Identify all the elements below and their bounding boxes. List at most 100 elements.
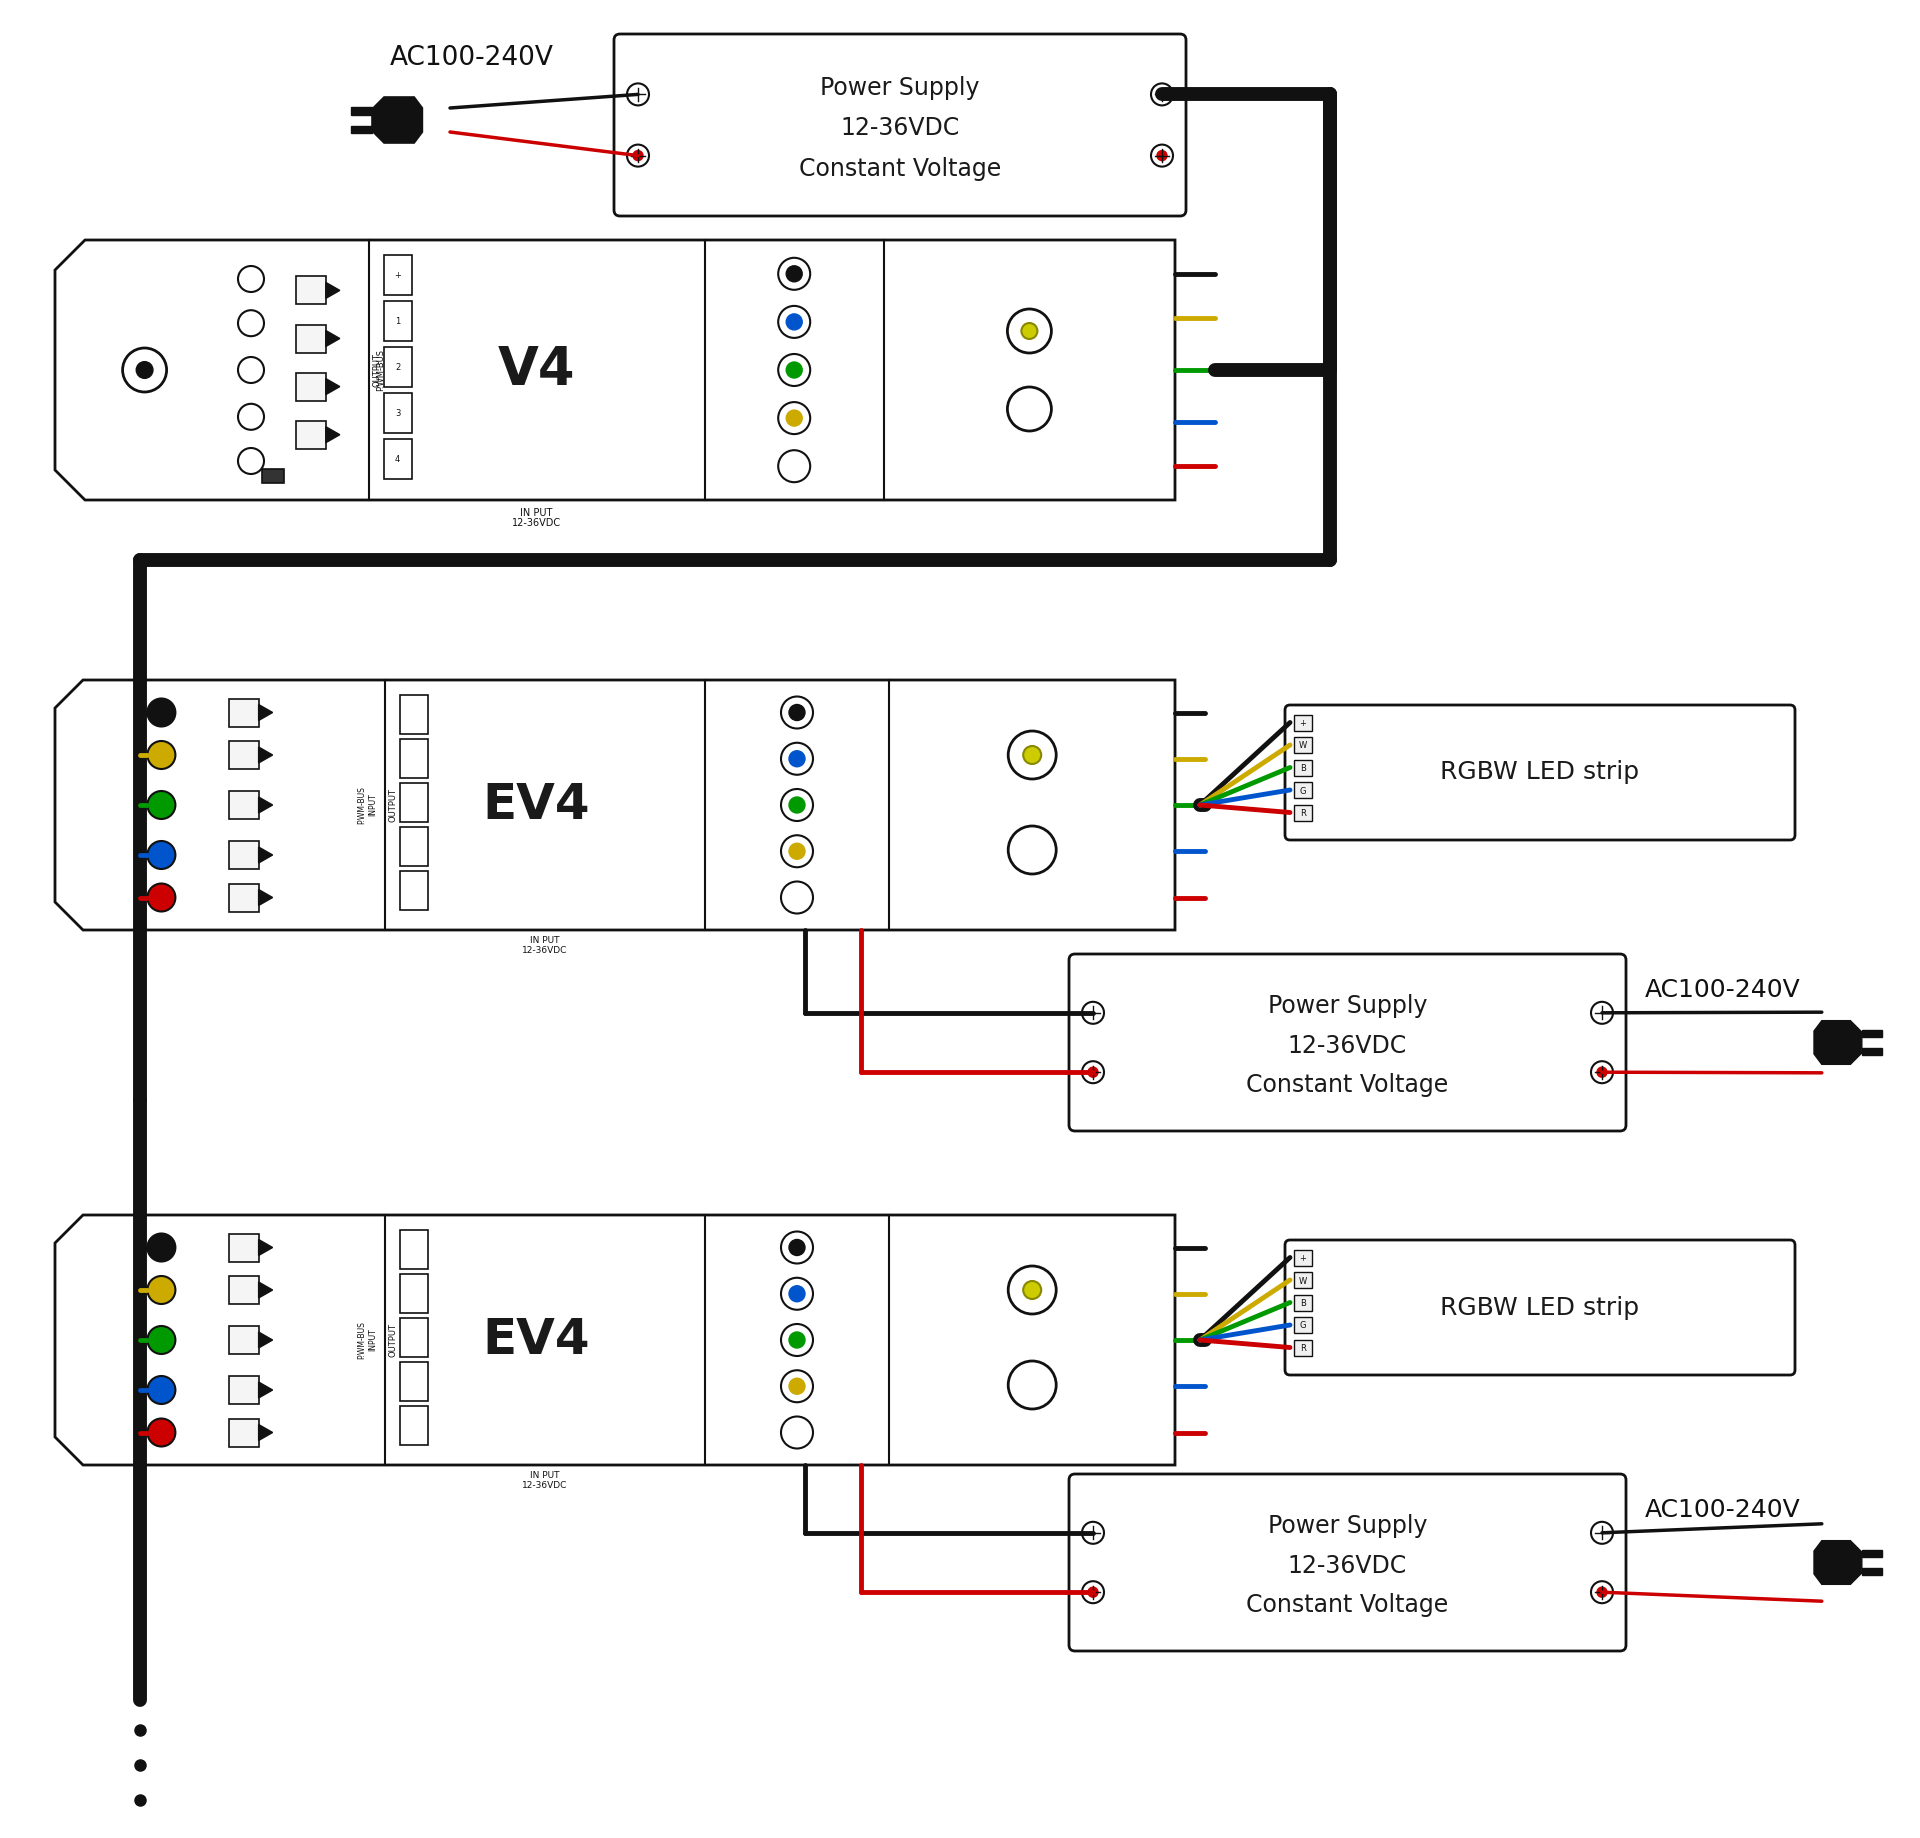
Circle shape (1083, 1061, 1104, 1083)
Text: W: W (1298, 1277, 1308, 1285)
Circle shape (781, 1371, 812, 1402)
Circle shape (1592, 1002, 1613, 1024)
Polygon shape (259, 1239, 273, 1255)
Text: B: B (1300, 1299, 1306, 1309)
Bar (228, 698, 259, 726)
Circle shape (1150, 83, 1173, 105)
Circle shape (238, 357, 265, 382)
Bar (228, 884, 259, 912)
Polygon shape (56, 1215, 1175, 1465)
Polygon shape (259, 847, 273, 864)
Circle shape (1592, 1581, 1613, 1603)
Text: W: W (1298, 741, 1308, 750)
Text: R: R (1300, 809, 1306, 818)
Circle shape (238, 267, 265, 292)
Polygon shape (1862, 1568, 1882, 1575)
Bar (1294, 1250, 1311, 1266)
Circle shape (1158, 151, 1167, 160)
Text: OUTPUT: OUTPUT (372, 353, 380, 388)
Text: R: R (1300, 1344, 1306, 1353)
Text: Constant Voltage: Constant Voltage (799, 158, 1000, 182)
Circle shape (148, 1325, 175, 1355)
Bar (401, 695, 428, 733)
Bar (401, 827, 428, 866)
Text: Constant Voltage: Constant Voltage (1246, 1594, 1448, 1617)
Bar (401, 1406, 428, 1445)
Bar (384, 301, 411, 342)
Text: EV4: EV4 (482, 781, 591, 829)
Polygon shape (259, 1382, 273, 1399)
Circle shape (1089, 1068, 1098, 1077)
Circle shape (123, 347, 167, 391)
Circle shape (238, 404, 265, 430)
Circle shape (1150, 145, 1173, 167)
Circle shape (1592, 1061, 1613, 1083)
Circle shape (789, 1287, 804, 1301)
Circle shape (789, 798, 804, 812)
FancyBboxPatch shape (1284, 706, 1795, 840)
Circle shape (781, 1231, 812, 1263)
Circle shape (1008, 1266, 1056, 1314)
Circle shape (781, 743, 812, 776)
Circle shape (781, 1323, 812, 1356)
Circle shape (785, 267, 803, 281)
Bar (228, 1276, 259, 1303)
Bar (384, 347, 411, 388)
Circle shape (785, 410, 803, 426)
Text: OUTPUT: OUTPUT (390, 1323, 397, 1356)
FancyBboxPatch shape (1284, 1241, 1795, 1375)
Bar (1294, 1318, 1311, 1333)
Text: 12-36VDC: 12-36VDC (513, 518, 561, 528)
Text: RGBW LED strip: RGBW LED strip (1440, 1296, 1640, 1320)
Bar (228, 842, 259, 869)
Circle shape (1089, 1588, 1098, 1597)
Text: G: G (1300, 1322, 1306, 1331)
Circle shape (1597, 1068, 1607, 1077)
Polygon shape (56, 680, 1175, 930)
Circle shape (1008, 309, 1052, 353)
Polygon shape (259, 798, 273, 812)
Polygon shape (259, 1281, 273, 1298)
Bar (1294, 715, 1311, 730)
Circle shape (785, 362, 803, 379)
Text: 12-36VDC: 12-36VDC (522, 1481, 568, 1491)
Text: IN PUT: IN PUT (530, 1470, 561, 1480)
Text: RGBW LED strip: RGBW LED strip (1440, 761, 1640, 785)
Text: EV4: EV4 (482, 1316, 591, 1364)
Circle shape (628, 83, 649, 105)
Bar (263, 469, 284, 483)
Circle shape (781, 882, 812, 913)
Bar (228, 1377, 259, 1404)
Bar (384, 255, 411, 296)
Bar (1294, 1294, 1311, 1310)
Circle shape (778, 403, 810, 434)
Circle shape (148, 1419, 175, 1447)
Text: Power Supply: Power Supply (1267, 994, 1427, 1018)
Bar (228, 790, 259, 820)
Text: 12-36VDC: 12-36VDC (522, 947, 568, 956)
Bar (401, 739, 428, 777)
Polygon shape (1862, 1549, 1882, 1557)
Circle shape (789, 1333, 804, 1347)
Text: Constant Voltage: Constant Voltage (1246, 1073, 1448, 1097)
Bar (228, 1325, 259, 1355)
Circle shape (781, 789, 812, 822)
Circle shape (136, 362, 152, 379)
Bar (1294, 759, 1311, 776)
Polygon shape (326, 283, 340, 298)
Circle shape (1083, 1581, 1104, 1603)
Circle shape (148, 790, 175, 820)
Polygon shape (259, 1424, 273, 1441)
Circle shape (148, 698, 175, 726)
Polygon shape (259, 1333, 273, 1347)
Bar (296, 276, 326, 305)
Bar (401, 783, 428, 822)
Circle shape (781, 1277, 812, 1310)
Polygon shape (326, 426, 340, 443)
Polygon shape (1814, 1540, 1862, 1584)
Polygon shape (326, 331, 340, 347)
Bar (1294, 1340, 1311, 1355)
Polygon shape (1862, 1029, 1882, 1037)
Polygon shape (351, 107, 372, 114)
Circle shape (1008, 1360, 1056, 1410)
